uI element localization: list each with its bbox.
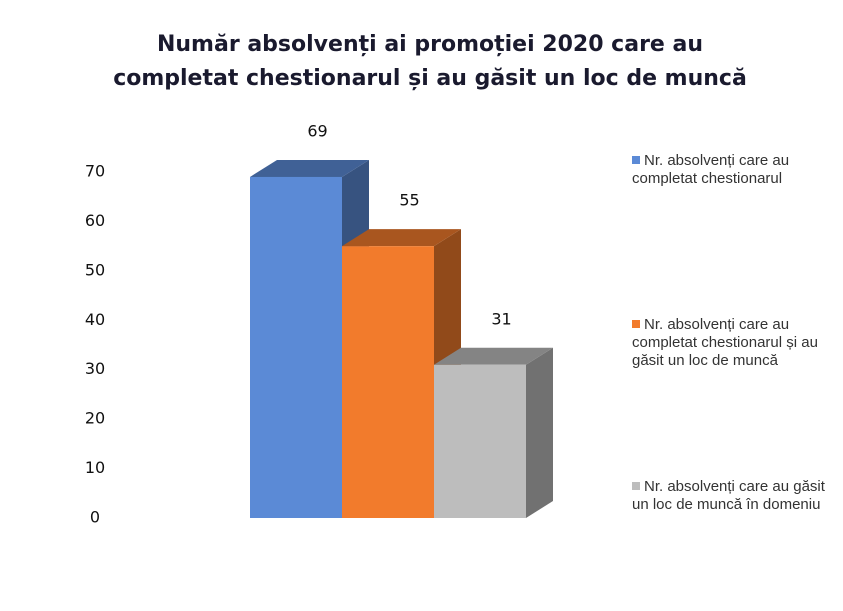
y-tick-label: 50: [85, 260, 105, 279]
bar-side: [526, 347, 553, 518]
data-label: 31: [491, 309, 511, 328]
y-tick-label: 60: [85, 211, 105, 230]
legend-swatch: [632, 320, 640, 328]
legend-swatch: [632, 482, 640, 490]
data-label: 55: [399, 191, 419, 210]
legend-label: Nr. absolvenți care au găsit un loc de m…: [632, 478, 825, 513]
bar: [250, 176, 342, 518]
legend-label: Nr. absolvenți care au completat chestio…: [632, 152, 790, 187]
bar-top: [250, 159, 369, 177]
data-label: 69: [307, 121, 327, 140]
legend-item: Nr. absolvenți care au completat chestio…: [632, 316, 843, 370]
legend-item: Nr. absolvenți care au găsit un loc de m…: [632, 478, 843, 514]
bar-top: [342, 229, 461, 247]
y-tick-label: 20: [85, 409, 105, 428]
bar-top: [434, 347, 553, 365]
chart-title: Număr absolvenți ai promoției 2020 care …: [113, 32, 747, 91]
y-tick-label: 70: [85, 162, 105, 181]
y-tick-label: 0: [90, 508, 100, 527]
bar: [342, 246, 434, 518]
legend-item: Nr. absolvenți care au completat chestio…: [632, 152, 843, 188]
y-tick-label: 30: [85, 359, 105, 378]
y-tick-label: 40: [85, 310, 105, 329]
bar: [434, 364, 526, 518]
legend-swatch: [632, 156, 640, 164]
legend-label: Nr. absolvenți care au completat chestio…: [632, 316, 818, 369]
y-tick-label: 10: [85, 458, 105, 477]
